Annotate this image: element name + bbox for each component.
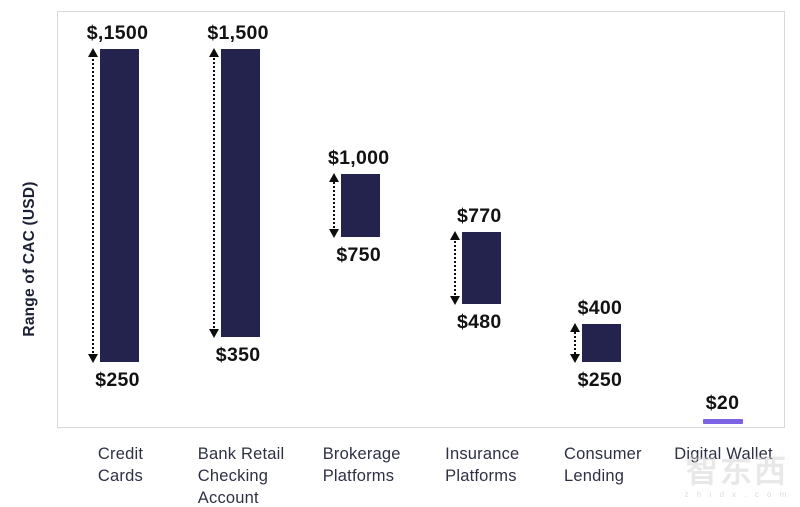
high-value-label-digital-wallet: $20: [705, 392, 740, 414]
low-value-label-consumer-lending: $250: [577, 368, 623, 391]
category-label-text: Digital Wallet: [674, 445, 773, 463]
high-value-label-credit-cards: $,1500: [86, 22, 149, 44]
arrowhead-up-icon: [208, 48, 219, 57]
category-label-credit-cards: Credit Cards: [41, 443, 201, 487]
range-bar-bank-retail-checking-account: [220, 49, 260, 337]
low-value-label-bank-retail-checking-account: $350: [215, 343, 261, 366]
category-label-text: Consumer Lending: [564, 445, 642, 485]
arrowhead-down-icon: [208, 328, 219, 338]
range-arrow-credit-cards: [88, 48, 98, 363]
range-arrow-bank-retail-checking-account: [208, 48, 219, 338]
range-arrow-insurance-platforms: [449, 230, 460, 305]
watermark-site: z h i d x . c o m: [684, 490, 790, 499]
arrowhead-down-icon: [449, 296, 460, 305]
arrowhead-up-icon: [570, 323, 581, 332]
category-label-text: Brokerage Platforms: [322, 445, 401, 485]
arrowhead-up-icon: [329, 173, 340, 182]
value-line-digital-wallet: [703, 419, 743, 424]
range-arrow-brokerage-platforms: [329, 173, 340, 238]
category-label-brokerage-platforms: Brokerage Platforms: [282, 443, 442, 487]
category-label-text: Bank Retail Checking Account: [197, 445, 285, 507]
category-label-bank-retail-checking-account: Bank Retail Checking Account: [161, 443, 321, 507]
range-bar-consumer-lending: [582, 324, 622, 362]
category-label-insurance-platforms: Insurance Platforms: [402, 443, 562, 487]
low-value-label-insurance-platforms: $480: [457, 311, 502, 333]
arrowhead-up-icon: [88, 48, 98, 57]
arrowhead-down-icon: [329, 228, 340, 238]
range-bar-insurance-platforms: [461, 231, 501, 304]
range-bar-credit-cards: [100, 49, 139, 362]
category-label-text: Credit Cards: [97, 445, 144, 485]
high-value-label-consumer-lending: $400: [577, 297, 623, 319]
category-label-text: Insurance Platforms: [445, 445, 520, 485]
high-value-label-bank-retail-checking-account: $1,500: [207, 22, 269, 44]
arrowhead-up-icon: [449, 230, 460, 240]
category-label-digital-wallet: Digital Wallet: [644, 443, 800, 465]
range-arrow-consumer-lending: [570, 323, 581, 363]
low-value-label-brokerage-platforms: $750: [336, 243, 381, 266]
high-value-label-brokerage-platforms: $1,000: [327, 147, 390, 169]
y-axis-label: Range of CAC (USD): [21, 181, 38, 337]
range-bar-brokerage-platforms: [341, 174, 381, 237]
arrowhead-down-icon: [88, 353, 98, 363]
arrowhead-down-icon: [570, 353, 581, 363]
low-value-label-credit-cards: $250: [95, 368, 140, 391]
plot-area: [57, 11, 785, 428]
high-value-label-insurance-platforms: $770: [457, 204, 502, 227]
category-label-consumer-lending: Consumer Lending: [523, 443, 683, 487]
